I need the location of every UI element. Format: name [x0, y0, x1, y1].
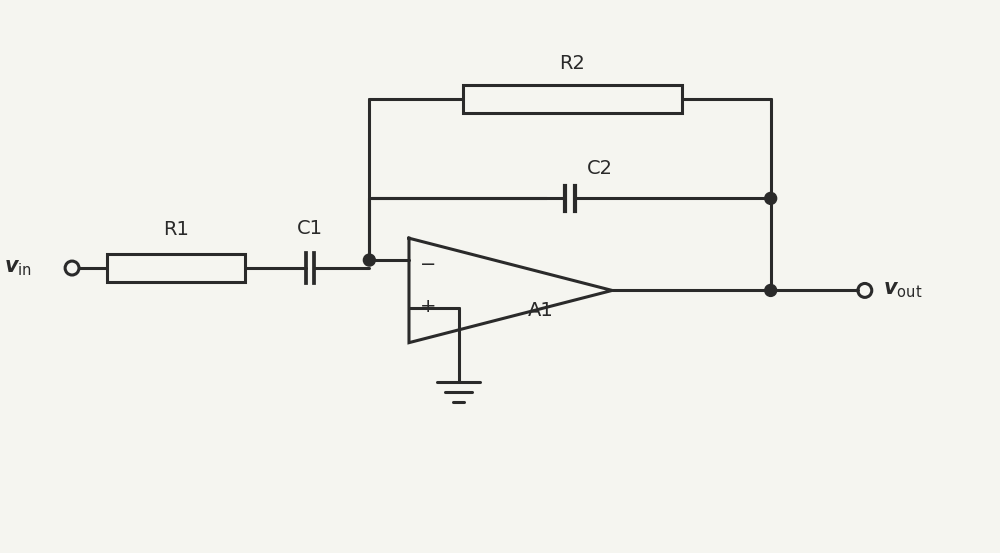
Text: $-$: $-$: [419, 253, 435, 272]
FancyBboxPatch shape: [463, 85, 682, 113]
Text: C2: C2: [587, 159, 613, 179]
Text: R1: R1: [163, 220, 189, 239]
Text: C1: C1: [297, 219, 323, 238]
Circle shape: [765, 192, 777, 205]
Text: $\boldsymbol{v}_{\mathrm{in}}$: $\boldsymbol{v}_{\mathrm{in}}$: [4, 258, 32, 278]
Text: R2: R2: [560, 54, 585, 73]
Text: A1: A1: [527, 301, 553, 320]
Circle shape: [765, 284, 777, 296]
Text: $\boldsymbol{v}_{\mathrm{out}}$: $\boldsymbol{v}_{\mathrm{out}}$: [883, 280, 922, 300]
FancyBboxPatch shape: [107, 254, 245, 282]
Circle shape: [363, 254, 375, 266]
Text: $+$: $+$: [419, 297, 435, 316]
